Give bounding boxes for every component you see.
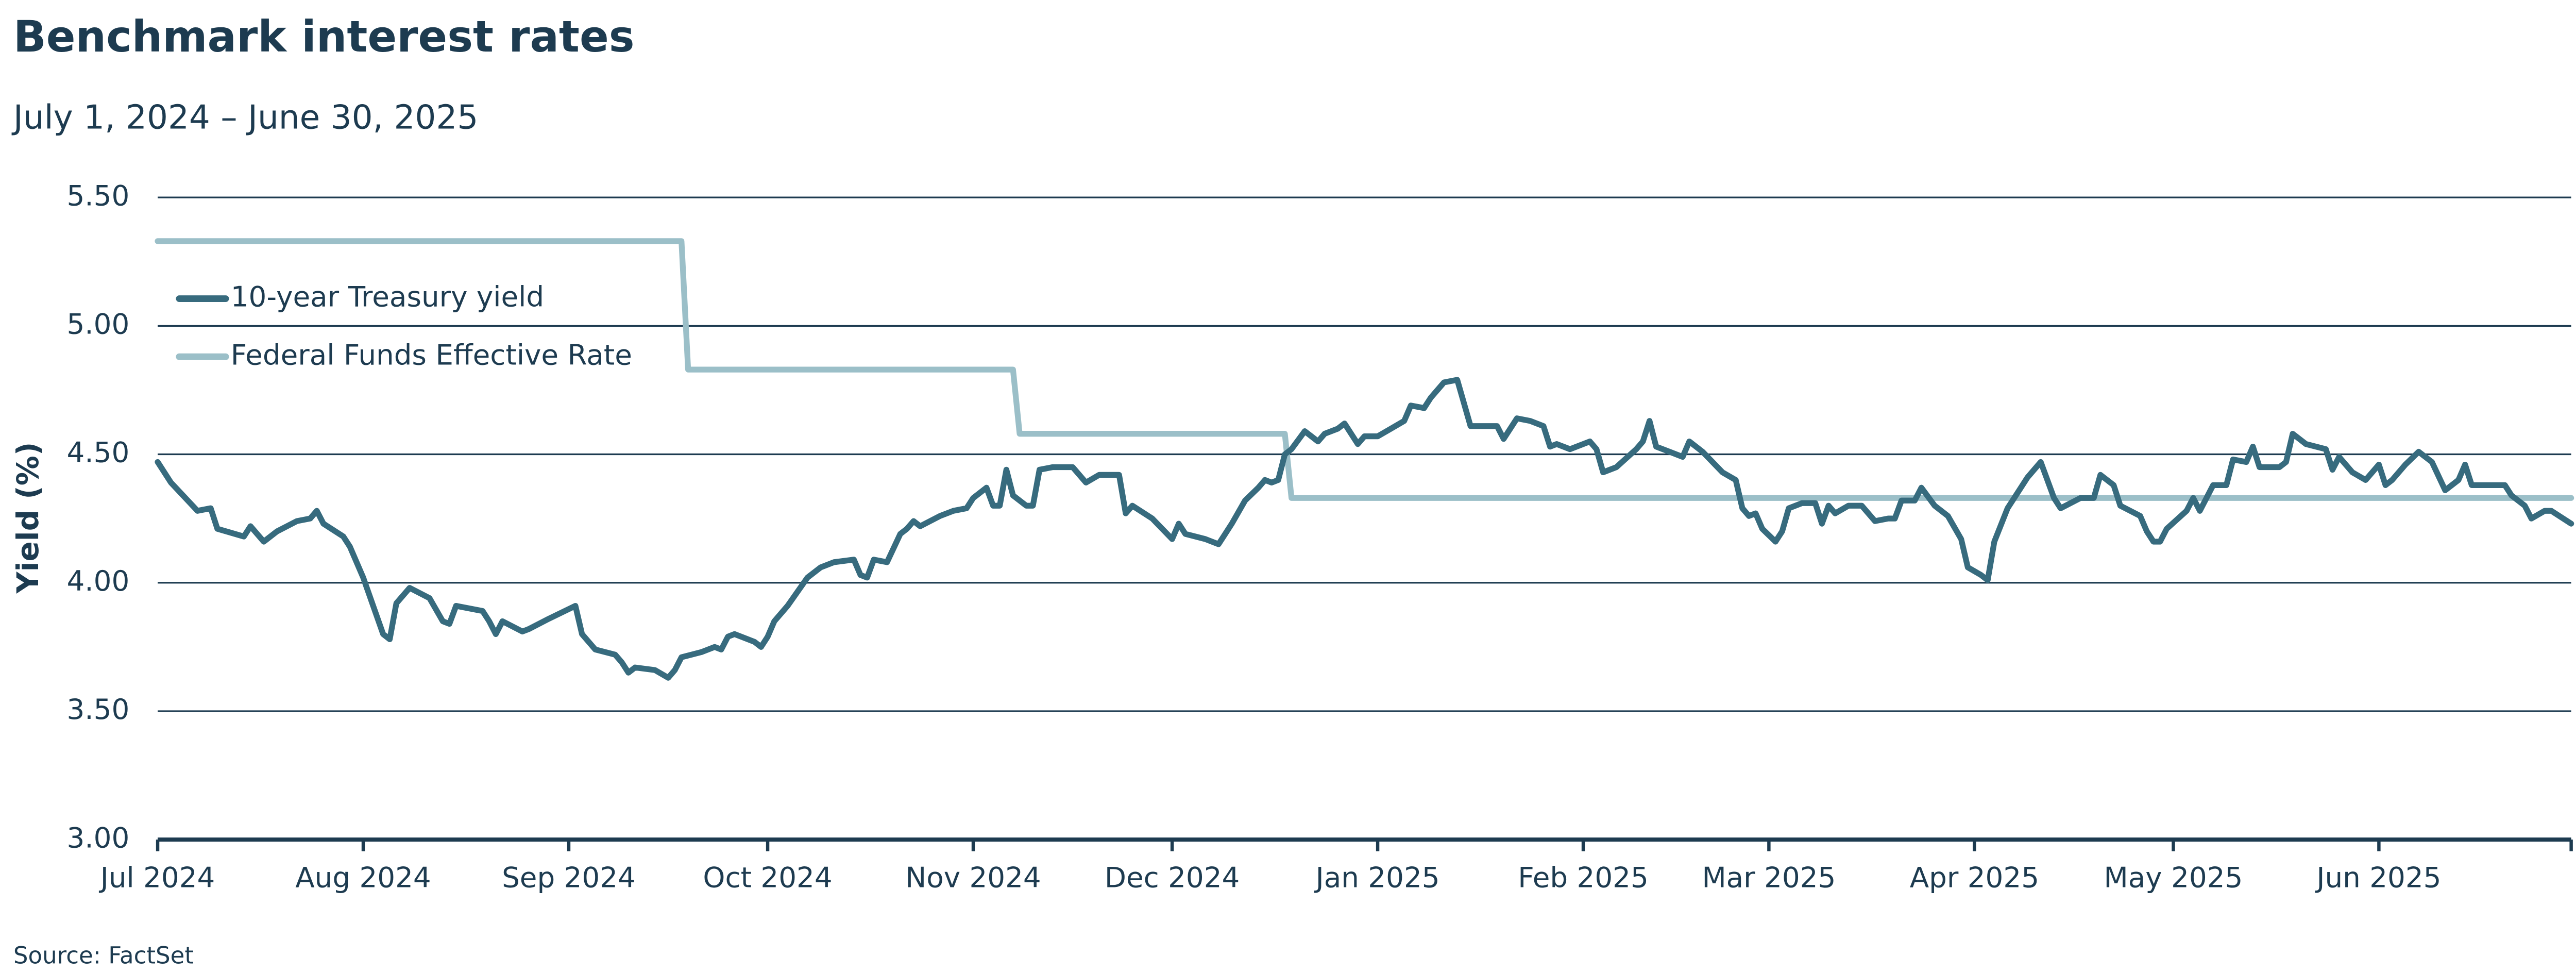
y-axis-label: Yield (%) (10, 442, 45, 594)
y-tick-label: 3.50 (66, 693, 129, 726)
legend-label: Federal Funds Effective Rate (231, 338, 632, 371)
x-tick-label: Sep 2024 (502, 861, 636, 894)
x-tick-label: Feb 2025 (1518, 861, 1649, 894)
x-tick-label: Dec 2024 (1105, 861, 1240, 894)
legend-label: 10-year Treasury yield (231, 280, 544, 313)
y-tick-label: 4.00 (66, 564, 129, 597)
y-tick-label: 4.50 (66, 436, 129, 469)
source: Source: FactSet (13, 942, 194, 969)
series-line (155, 238, 2574, 501)
x-tick-label: Jun 2025 (2315, 861, 2441, 894)
y-tick-label: 5.50 (66, 179, 129, 212)
x-tick-label: Mar 2025 (1702, 861, 1836, 894)
x-tick-label: Oct 2024 (703, 861, 832, 894)
chart-subtitle: July 1, 2024 – June 30, 2025 (11, 98, 478, 137)
y-tick-label: 3.00 (66, 821, 129, 854)
x-tick-label: Apr 2025 (1910, 861, 2039, 894)
chart-title: Benchmark interest rates (13, 11, 635, 62)
x-tick-label: May 2025 (2104, 861, 2243, 894)
y-tick-label: 5.00 (66, 307, 129, 340)
x-tick-label: Nov 2024 (905, 861, 1041, 894)
x-tick-label: Jul 2024 (99, 861, 215, 894)
x-tick-label: Jan 2025 (1314, 861, 1440, 894)
series-line (155, 377, 2574, 681)
x-tick-label: Aug 2024 (295, 861, 431, 894)
